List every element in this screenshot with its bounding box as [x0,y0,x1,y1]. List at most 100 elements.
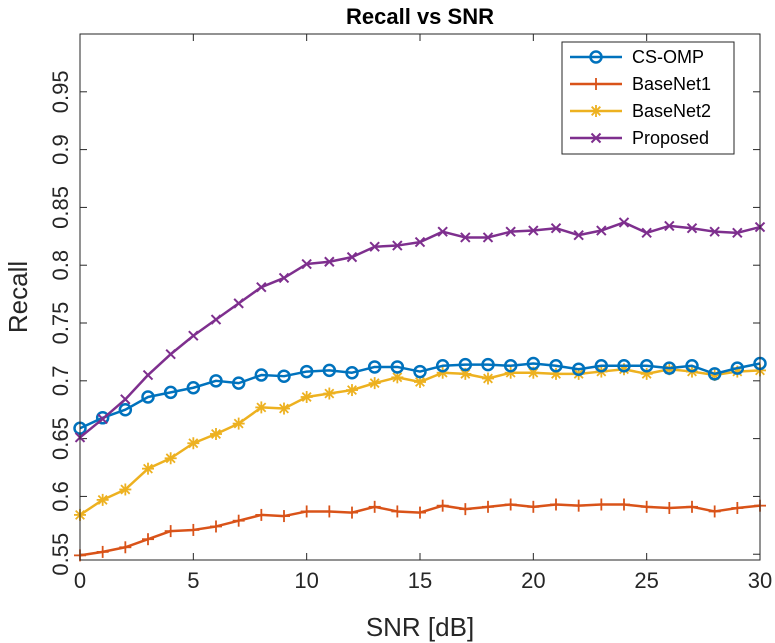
data-point-proposed [664,220,675,232]
data-point-basenet1 [504,498,517,511]
y-tick-label: 0.7 [48,366,73,397]
y-tick-label: 0.6 [48,481,73,512]
legend-item-basenet2: BaseNet2 [570,101,711,121]
data-point-proposed [233,298,244,309]
data-point-proposed [641,227,652,239]
data-point-basenet2 [96,493,109,506]
data-point-cs-omp [163,385,178,400]
data-point-proposed [686,223,698,234]
data-point-basenet2 [255,401,268,414]
data-point-cs-omp [730,361,745,375]
legend-marker-basenet2 [590,105,602,117]
data-point-basenet2 [164,452,177,465]
data-point-basenet2 [278,402,290,415]
data-point-proposed [437,226,448,237]
data-point-basenet2 [368,377,381,390]
data-point-proposed [210,314,222,325]
data-point-cs-omp [141,390,155,404]
data-point-cs-omp [435,359,450,373]
data-point-basenet1 [436,499,449,512]
data-point-basenet1 [459,503,472,516]
data-point-proposed [550,223,562,234]
legend-label: BaseNet2 [632,101,711,121]
legend-marker-cs-omp [589,50,603,64]
data-point-proposed [573,229,584,241]
axes: 0 5 10 15 20 25 30 0.55 0.6 0.65 0.7 0.75 0.8 0.85 0.9… [48,34,772,593]
data-point-basenet1 [164,525,177,538]
y-tick-label: 0.65 [48,417,73,460]
y-tick-label: 0.75 [48,302,73,345]
data-point-basenet1 [323,505,336,518]
data-point-proposed [301,258,312,270]
data-point-proposed [346,251,358,263]
x-tick-label: 10 [294,568,318,593]
legend-marker-proposed [590,132,602,144]
data-point-basenet1 [346,506,358,519]
x-axis-title: SNR [dB] [366,612,474,642]
data-point-cs-omp [662,361,677,375]
legend-marker-basenet1 [590,78,602,90]
data-point-basenet1 [618,498,630,511]
data-point-cs-omp [367,360,382,374]
data-point-proposed [97,413,108,425]
data-point-proposed [165,349,176,360]
data-point-basenet1 [595,498,608,511]
data-point-basenet1 [708,505,721,518]
data-point-basenet1 [391,505,404,518]
data-point-basenet1 [686,500,698,513]
data-point-basenet2 [119,483,132,496]
data-point-cs-omp [209,374,223,388]
data-point-proposed [324,256,335,267]
data-point-basenet2 [300,390,313,403]
data-point-basenet1 [96,545,109,558]
data-point-cs-omp [549,359,563,373]
x-tick-label: 0 [74,568,86,593]
data-point-basenet2 [232,417,245,430]
x-tick-label: 5 [187,568,199,593]
series-basenet1 [74,498,766,562]
data-point-cs-omp [95,411,110,425]
data-point-cs-omp [594,359,609,373]
legend-item-cs-omp: CS-OMP [570,47,704,67]
data-point-proposed [369,241,380,252]
data-point-cs-omp [413,364,427,379]
x-tick-label: 30 [748,568,772,593]
x-tick-label: 15 [408,568,432,593]
data-point-basenet1 [527,500,540,513]
series-layer [73,217,767,562]
legend-item-proposed: Proposed [570,128,709,148]
data-point-proposed [528,225,539,236]
data-point-basenet2 [346,384,358,397]
plot-frame [79,33,761,561]
data-point-proposed [618,217,630,228]
data-point-basenet1 [414,506,426,519]
data-point-basenet1 [482,500,494,513]
data-point-proposed [392,240,403,251]
legend-label: BaseNet1 [632,74,711,94]
data-point-cs-omp [707,367,722,381]
data-point-basenet2 [527,366,540,379]
data-point-proposed [188,330,199,341]
data-point-cs-omp [118,402,133,417]
data-point-cs-omp [458,357,473,372]
legend: CS-OMP BaseNet1 BaseNet2 Proposed [561,41,735,155]
data-point-proposed [278,272,290,284]
data-point-cs-omp [231,376,246,390]
data-point-basenet2 [482,372,494,385]
legend-label: CS-OMP [632,47,704,67]
series-proposed [74,217,766,443]
y-tick-label: 0.55 [48,533,73,576]
series-line-cs-omp [79,362,761,430]
data-point-basenet1 [255,508,268,521]
data-point-proposed [482,232,494,243]
chart-title: Recall vs SNR [346,4,494,29]
data-point-cs-omp [299,364,314,379]
data-point-basenet2 [142,462,154,475]
y-axis-title: Recall [3,261,33,333]
data-point-proposed [120,394,131,405]
data-point-basenet1 [278,510,290,523]
data-point-cs-omp [277,369,291,383]
data-point-basenet1 [731,501,744,514]
data-point-cs-omp [186,380,201,395]
data-point-basenet1 [368,500,381,513]
